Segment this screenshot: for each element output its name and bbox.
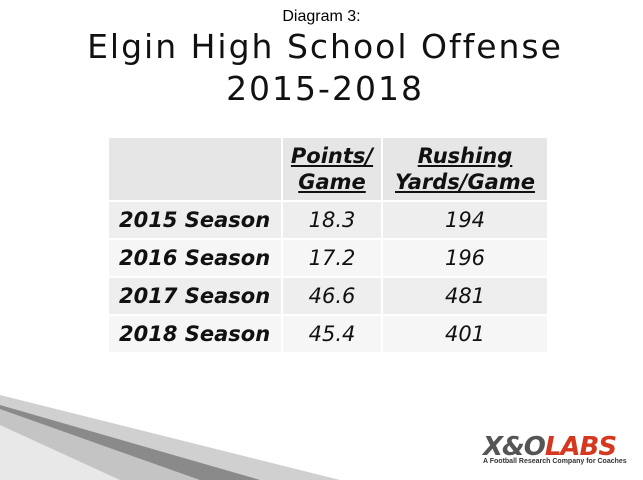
table-cell: 481: [383, 278, 547, 314]
caption: Diagram 3:: [282, 8, 361, 25]
table-cell: 17.2: [283, 240, 381, 276]
table-row: 2016 Season 17.2 196: [109, 240, 547, 276]
table-cell: 46.6: [283, 278, 381, 314]
row-label: 2016 Season: [109, 240, 281, 276]
row-label: 2018 Season: [109, 316, 281, 352]
logo-brand-text: X&O: [483, 432, 546, 462]
table-cell: 196: [383, 240, 547, 276]
logo-tagline: A Football Research Company for Coaches: [483, 458, 627, 465]
row-label: 2015 Season: [109, 202, 281, 238]
logo-brand: X&OLABS: [483, 432, 633, 462]
table-cell: 194: [383, 202, 547, 238]
decoration: [0, 395, 340, 480]
table-row: 2018 Season 45.4 401: [109, 316, 547, 352]
row-label: 2017 Season: [109, 278, 281, 314]
stats-table: Points/ Game Rushing Yards/Game 2015 Sea…: [107, 136, 549, 354]
column-header: Points/ Game: [283, 138, 381, 200]
table-cell: 45.4: [283, 316, 381, 352]
column-header: Rushing Yards/Game: [383, 138, 547, 200]
logo-suffix: LABS: [544, 432, 617, 462]
title: Elgin High School Offense 2015-2018: [87, 27, 563, 108]
table-cell: 401: [383, 316, 547, 352]
corner-cell: [109, 138, 281, 200]
table-row: 2015 Season 18.3 194: [109, 202, 547, 238]
logo: X&OLABS A Football Research Company for …: [483, 432, 633, 465]
table-row: 2017 Season 46.6 481: [109, 278, 547, 314]
table-cell: 18.3: [283, 202, 381, 238]
